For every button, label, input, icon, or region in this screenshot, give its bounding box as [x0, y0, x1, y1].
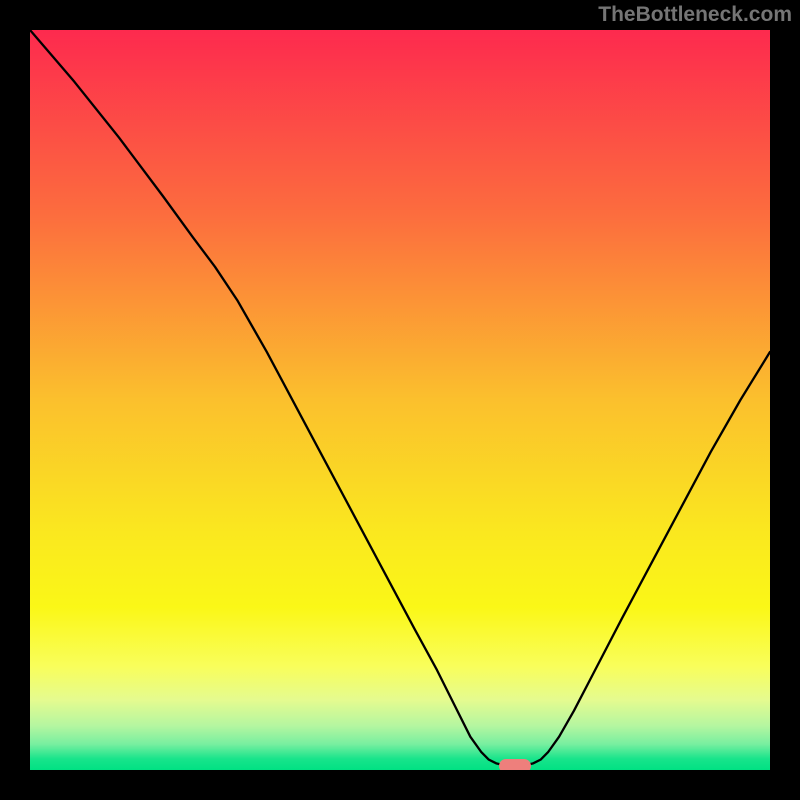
- optimal-marker: [499, 759, 531, 770]
- plot-area: [30, 30, 770, 770]
- chart-container: TheBottleneck.com: [0, 0, 800, 800]
- bottleneck-curve: [30, 30, 770, 770]
- watermark-text: TheBottleneck.com: [598, 3, 792, 27]
